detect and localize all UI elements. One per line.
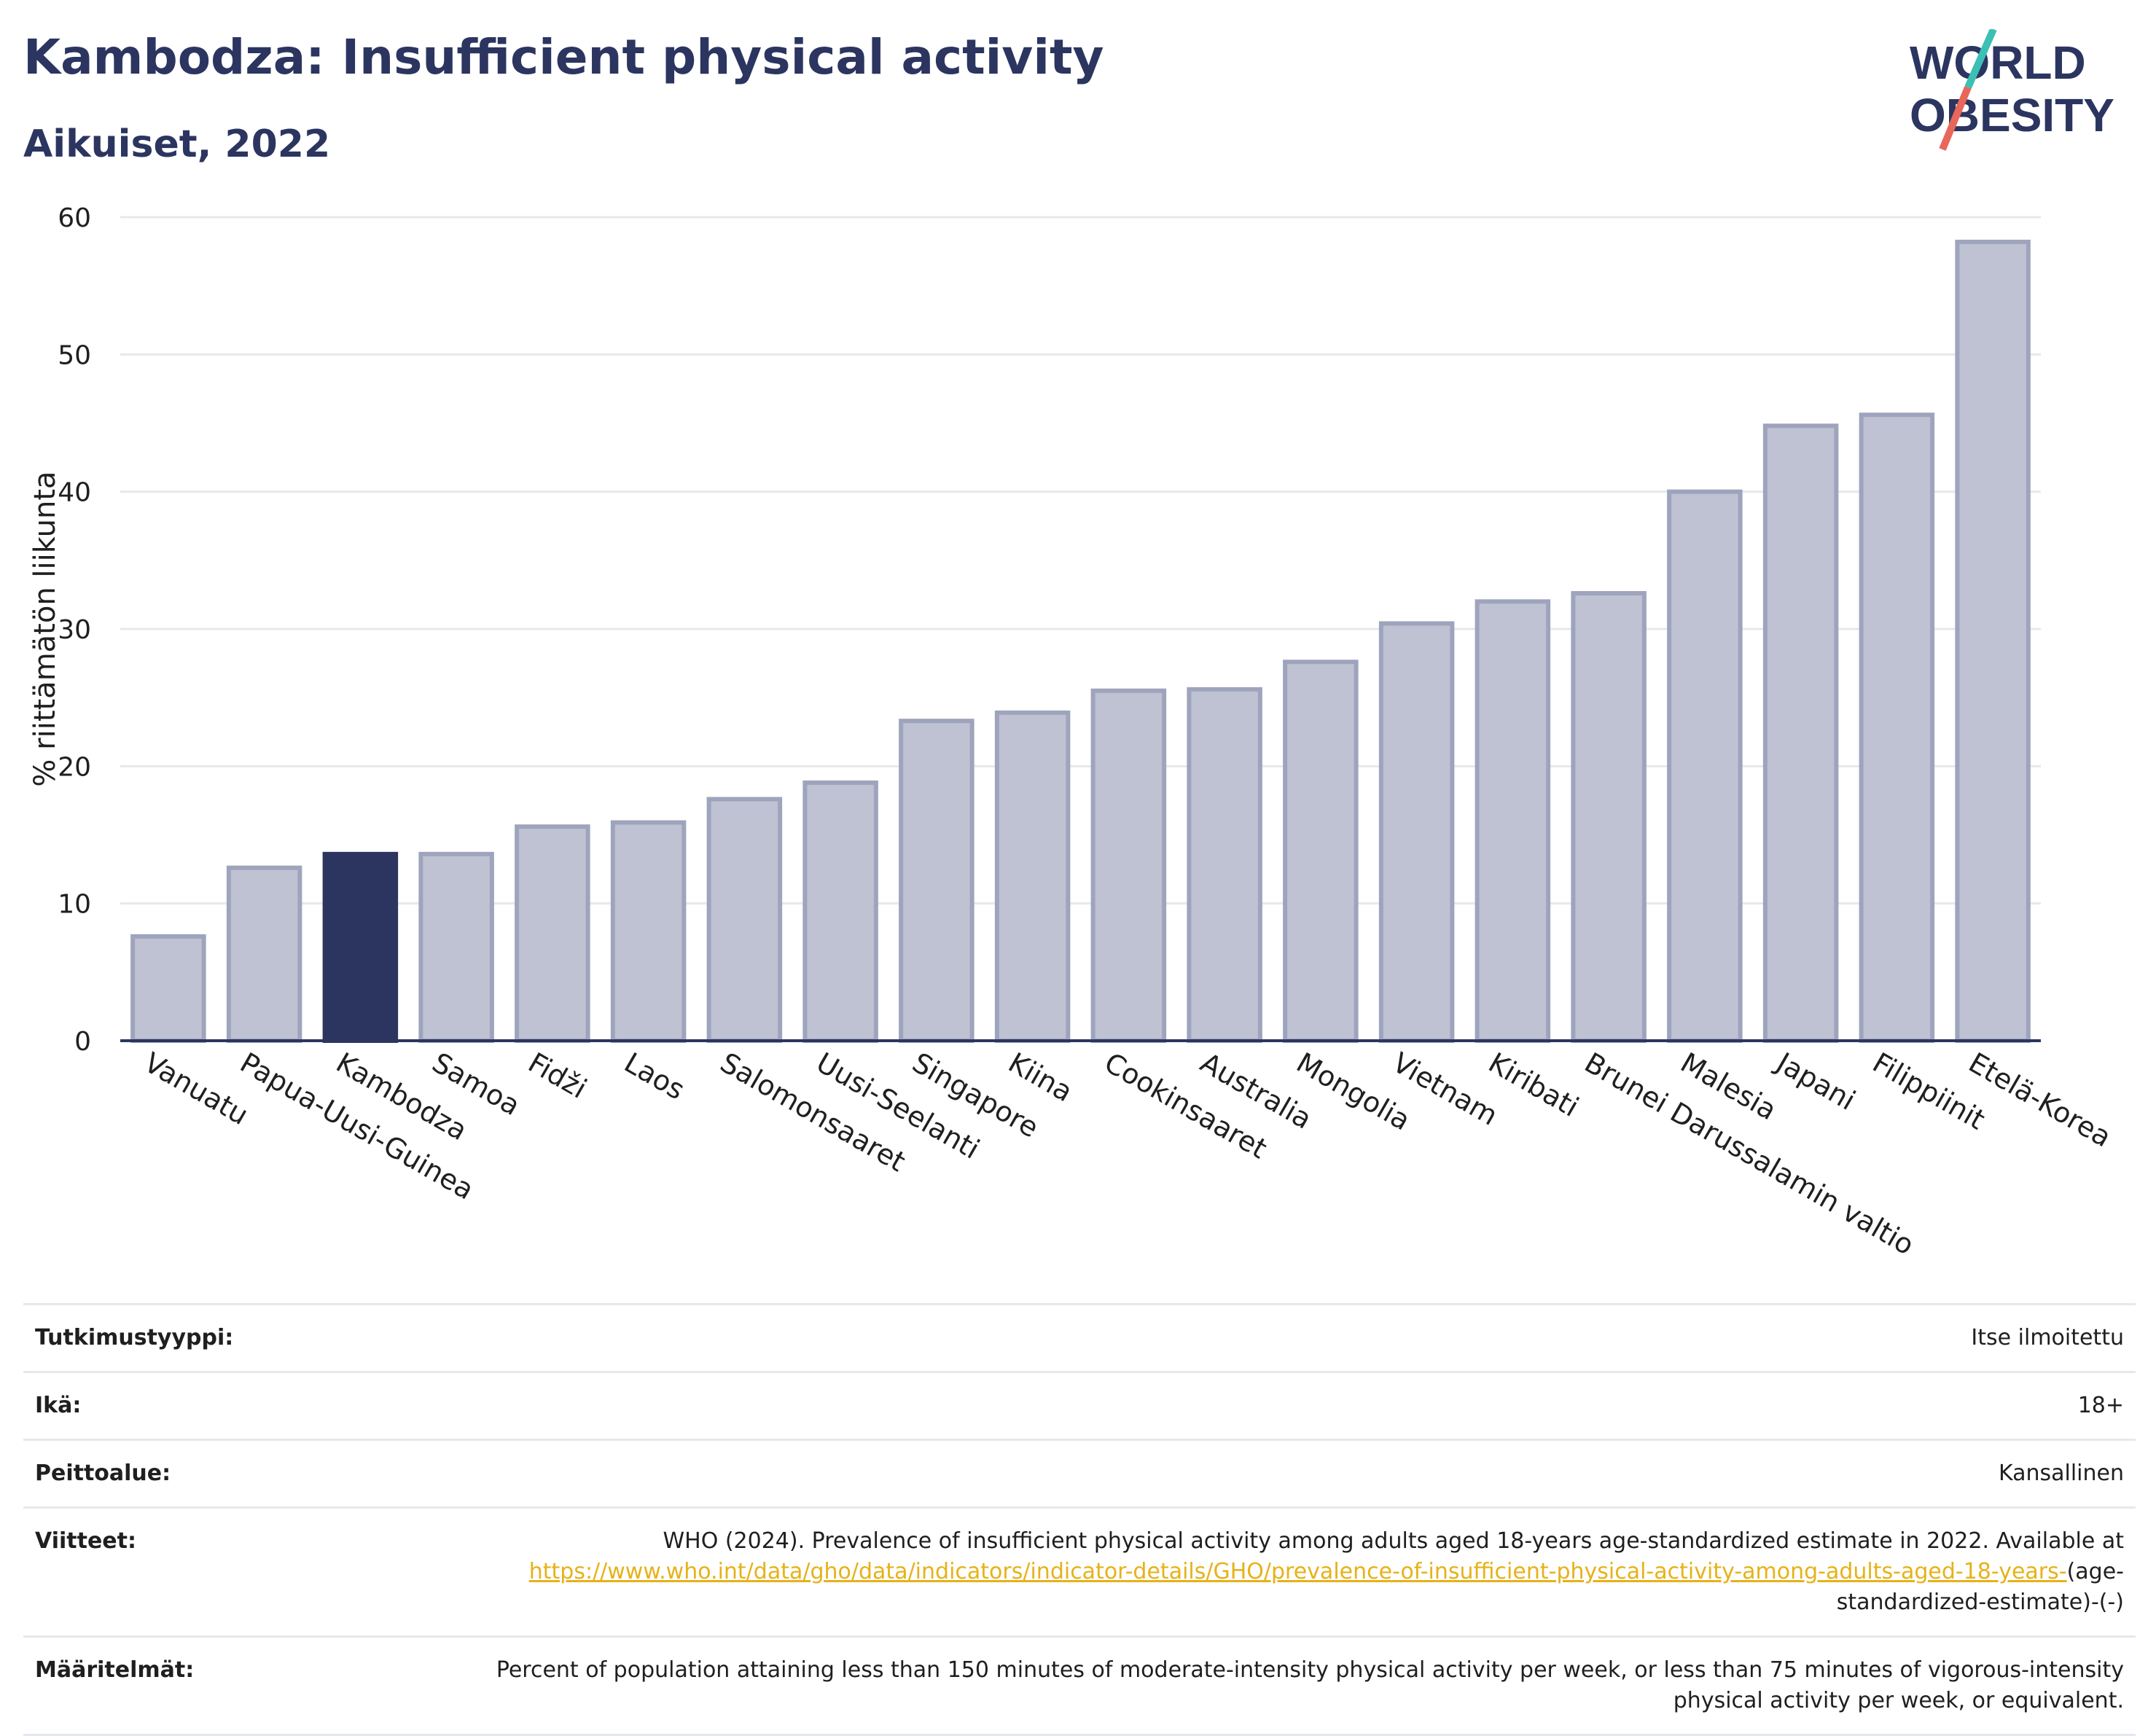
bar-chart: 0 10 20 30 40 50 60 VanuatuPapua-Uusi-GuineaKa… <box>28 203 2117 1262</box>
y-tick-label: 50 <box>58 340 91 370</box>
y-tick-label: 60 <box>58 203 91 233</box>
y-tick-labels: 0 10 20 30 40 50 60 <box>58 203 91 1057</box>
info-row-study-type: Tutkimustyyppi: Itse ilmoitettu <box>23 1303 2136 1373</box>
info-row-references: Viitteet: WHO (2024). Prevalence of insu… <box>23 1506 2136 1638</box>
bar-18 <box>1859 413 1935 1043</box>
info-label: Määritelmät: <box>23 1635 426 1736</box>
x-tick-labels: VanuatuPapua-Uusi-GuineaKambodzaSamoaFid… <box>138 1046 2117 1262</box>
bar-2 <box>322 851 399 1043</box>
bar-5 <box>610 820 687 1043</box>
logo-line-2: OBESITY <box>1910 89 2114 141</box>
world-obesity-logo: WORLD OBESITY <box>1910 29 2114 151</box>
bar-11 <box>1187 687 1262 1043</box>
bar-10 <box>1090 688 1167 1043</box>
bars <box>130 239 2031 1044</box>
y-tick-label: 10 <box>58 890 91 920</box>
info-label: Peittoalue: <box>23 1439 426 1509</box>
info-row-coverage: Peittoalue: Kansallinen <box>23 1439 2136 1509</box>
info-table: Tutkimustyyppi: Itse ilmoitettu Ikä: 18+… <box>23 1303 2136 1736</box>
bar-14 <box>1475 599 1551 1043</box>
bar-8 <box>899 719 975 1044</box>
info-value: 18+ <box>426 1371 2136 1441</box>
info-row-age: Ikä: 18+ <box>23 1371 2136 1441</box>
y-tick-label: 30 <box>58 615 91 645</box>
x-tick-label: Vanuatu <box>138 1047 254 1131</box>
x-tick-label: Fidži <box>523 1047 592 1105</box>
bar-1 <box>226 865 302 1044</box>
bar-17 <box>1762 423 1839 1043</box>
reference-text: WHO (2024). Prevalence of insufficient p… <box>663 1528 2124 1554</box>
info-label: Ikä: <box>23 1371 426 1441</box>
x-tick-label: Etelä-Korea <box>1964 1047 2117 1154</box>
grid-lines <box>120 216 2041 1042</box>
info-value: Kansallinen <box>426 1439 2136 1509</box>
x-tick-label: Cookinsaaret <box>1099 1047 1273 1165</box>
bar-6 <box>706 797 783 1043</box>
logo-slash-coral <box>1939 86 1972 151</box>
bar-13 <box>1378 621 1455 1043</box>
chart-title: Kambodza: Insufficient physical activity <box>23 29 1104 85</box>
bar-16 <box>1667 489 1743 1043</box>
info-value: Itse ilmoitettu <box>426 1303 2136 1373</box>
x-tick-label: Laos <box>619 1047 690 1106</box>
chart-subtitle: Aikuiset, 2022 <box>23 122 331 166</box>
y-tick-label: 0 <box>74 1027 91 1057</box>
info-row-definitions: Määritelmät: Percent of population attai… <box>23 1635 2136 1736</box>
bar-7 <box>802 780 878 1044</box>
x-tick-label: Brunei Darussalamin valtio <box>1579 1047 1920 1262</box>
logo-slash-teal <box>1964 29 1997 90</box>
bar-4 <box>515 824 590 1043</box>
logo-line-1: WORLD <box>1910 36 2086 89</box>
info-label: Tutkimustyyppi: <box>23 1303 426 1373</box>
info-value: WHO (2024). Prevalence of insufficient p… <box>426 1506 2136 1638</box>
y-axis-label: % riittämätön liikunta <box>28 471 62 786</box>
x-tick-label: Japani <box>1770 1046 1861 1117</box>
bar-3 <box>418 851 494 1043</box>
y-tick-label: 40 <box>58 478 91 508</box>
bar-0 <box>130 934 206 1044</box>
y-tick-label: 20 <box>58 752 91 782</box>
reference-suffix: (age-standardized-estimate)-(-) <box>1836 1559 2124 1615</box>
info-value: Percent of population attaining less tha… <box>426 1635 2136 1736</box>
bar-9 <box>994 710 1071 1044</box>
reference-link[interactable]: https://www.who.int/data/gho/data/indica… <box>528 1559 2067 1584</box>
info-label: Viitteet: <box>23 1506 426 1638</box>
bar-15 <box>1571 591 1647 1043</box>
bar-12 <box>1283 660 1359 1043</box>
bar-19 <box>1955 239 2031 1043</box>
